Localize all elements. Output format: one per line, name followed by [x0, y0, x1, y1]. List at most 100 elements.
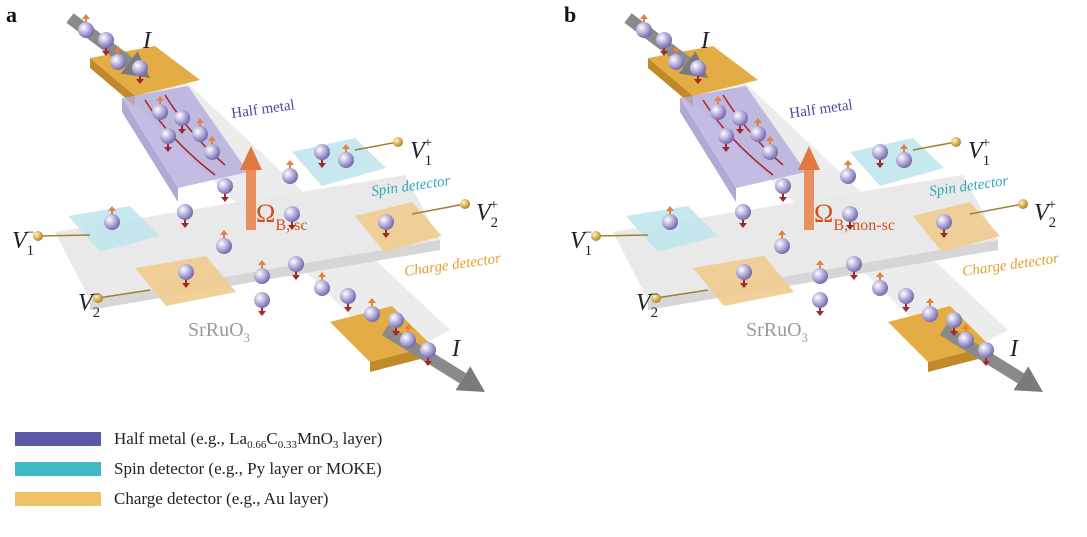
lead-ball — [591, 231, 601, 241]
electron — [762, 144, 778, 160]
legend-swatch — [15, 432, 101, 446]
omega-label-sub: B, sc — [275, 217, 307, 234]
electron — [192, 126, 208, 142]
omega-arrow — [804, 168, 814, 230]
electron — [732, 110, 748, 126]
electron — [896, 152, 912, 168]
electron — [174, 110, 190, 126]
electron — [364, 306, 380, 322]
lead-wire — [596, 235, 648, 236]
voltage-label-sup: + — [982, 135, 990, 151]
substrate-label-sub: 3 — [244, 331, 250, 345]
electron — [656, 32, 672, 48]
voltage-label: V1− — [12, 225, 34, 259]
substrate-label: SrRuO3 — [188, 319, 250, 345]
legend-label: Charge detector (e.g., Au layer) — [114, 489, 328, 508]
electron — [160, 128, 176, 144]
electron — [922, 306, 938, 322]
spin-arrow-head — [640, 14, 648, 19]
spin-arrow-head — [258, 311, 266, 316]
legend-swatch — [15, 462, 101, 476]
voltage-label-sub: 1 — [585, 243, 592, 259]
voltage-label-sup: − — [584, 225, 592, 241]
legend-text: Spin detector (e.g., Py layer or MOKE) — [114, 459, 382, 478]
voltage-label-sub: 2 — [1049, 215, 1056, 231]
omega-label-base: Ω — [814, 199, 833, 228]
legend-text: Half metal (e.g., La — [114, 429, 248, 448]
omega-label-sub: B, non-sc — [833, 217, 895, 234]
voltage-label-sup: − — [26, 225, 34, 241]
electron — [718, 128, 734, 144]
electron — [812, 292, 828, 308]
electron — [812, 268, 828, 284]
voltage-label-sup: + — [1048, 197, 1056, 213]
lead-ball — [951, 137, 961, 147]
legend-sub: 0.33 — [278, 439, 298, 451]
lead-ball — [33, 231, 43, 241]
omega-arrow — [246, 168, 256, 230]
lead-wire — [38, 235, 90, 236]
electron — [775, 178, 791, 194]
electron — [872, 144, 888, 160]
electron — [846, 256, 862, 272]
electron — [338, 152, 354, 168]
electron — [132, 60, 148, 76]
electron — [636, 22, 652, 38]
electron — [662, 214, 678, 230]
voltage-label: V1+ — [410, 135, 432, 169]
voltage-label: V1− — [570, 225, 592, 259]
voltage-label: V2+ — [1034, 197, 1056, 231]
current-label: I — [142, 28, 152, 54]
current-label: I — [700, 28, 710, 54]
electron — [735, 204, 751, 220]
electron — [840, 168, 856, 184]
electron — [98, 32, 114, 48]
electron — [936, 214, 952, 230]
substrate-label-base: SrRuO — [188, 319, 244, 341]
spin-arrow-head — [850, 275, 858, 280]
panel-label: a — [6, 2, 17, 27]
lead-ball — [1018, 199, 1028, 209]
charge-detector-label: Charge detector — [403, 251, 502, 280]
omega-label-base: Ω — [256, 199, 275, 228]
legend-text: Charge detector (e.g., Au layer) — [114, 489, 328, 508]
substrate-label-sub: 3 — [802, 331, 808, 345]
legend-sub: 0.66 — [247, 439, 267, 451]
current-label: I — [451, 336, 461, 362]
voltage-label-sup: + — [424, 135, 432, 151]
electron — [420, 342, 436, 358]
charge-detector-label: Charge detector — [961, 251, 1060, 280]
voltage-label-sub: 1 — [27, 243, 34, 259]
current-label: I — [1009, 336, 1019, 362]
electron — [340, 288, 356, 304]
electron — [774, 238, 790, 254]
electron — [216, 238, 232, 254]
electron — [288, 256, 304, 272]
voltage-label-sub: 2 — [93, 305, 100, 321]
half-metal-label: Half metal — [788, 97, 853, 122]
electron — [978, 342, 994, 358]
spin-arrow-head — [816, 311, 824, 316]
legend-label: Half metal (e.g., La0.66C0.33MnO3 layer) — [114, 429, 382, 451]
legend-text: layer) — [338, 429, 382, 448]
voltage-label-sup: + — [490, 197, 498, 213]
legend-text: MnO — [297, 429, 333, 448]
electron — [898, 288, 914, 304]
spin-arrow-head — [82, 14, 90, 19]
electron — [710, 104, 726, 120]
electron — [668, 54, 684, 70]
half-metal-label: Half metal — [230, 97, 295, 122]
electron — [254, 268, 270, 284]
electron — [282, 168, 298, 184]
electron — [314, 280, 330, 296]
panel-label: b — [564, 2, 576, 27]
electron — [400, 332, 416, 348]
electron — [152, 104, 168, 120]
electron — [736, 264, 752, 280]
electron — [177, 204, 193, 220]
electron — [958, 332, 974, 348]
spin-arrow-head — [286, 160, 294, 165]
electron — [204, 144, 220, 160]
electron — [388, 312, 404, 328]
